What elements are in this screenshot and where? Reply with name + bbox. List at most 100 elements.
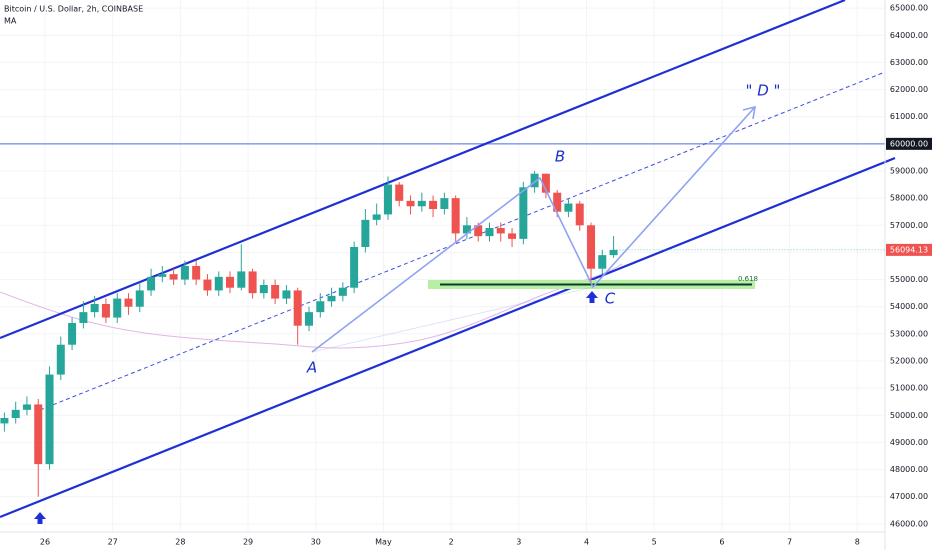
candle-body	[147, 276, 156, 291]
last-price-box	[886, 243, 932, 256]
candle-body	[519, 187, 528, 239]
y-tick-label: 63000.00	[890, 58, 928, 67]
y-tick-label: 54000.00	[890, 302, 928, 311]
channel-mid	[39, 71, 886, 411]
x-tick-label: 4	[584, 538, 589, 547]
horizontal-line-label: 60000.00	[890, 139, 928, 148]
label-a: A	[306, 359, 317, 377]
label-b: B	[555, 148, 565, 166]
y-tick-label: 58000.00	[890, 194, 928, 203]
x-tick-label: 5	[652, 538, 657, 547]
candle-body	[158, 274, 167, 277]
candle-body	[113, 298, 122, 318]
candle-body	[575, 203, 584, 226]
candle-body	[90, 304, 99, 313]
y-tick-label: 46000.00	[890, 519, 928, 528]
candle-body	[440, 198, 449, 209]
x-tick-label: 2	[449, 538, 454, 547]
candle-body	[553, 192, 562, 212]
x-tick-label: 29	[243, 538, 253, 547]
candle-body	[383, 184, 392, 215]
y-tick-label: 61000.00	[890, 112, 928, 121]
candle-body	[372, 214, 381, 220]
chart-title: Bitcoin / U.S. Dollar, 2h, COINBASE	[4, 5, 143, 14]
candle-body	[282, 290, 291, 299]
candle-body	[451, 198, 460, 234]
candle-body	[79, 312, 88, 323]
candle-body	[11, 409, 20, 418]
indicator-label: MA	[4, 17, 17, 26]
last-price-label: 56094.13	[890, 245, 928, 254]
label-c: C	[605, 290, 616, 308]
candle-body	[225, 276, 234, 288]
label-d: " D "	[746, 82, 781, 100]
y-tick-label: 48000.00	[890, 465, 928, 474]
candle-body	[180, 266, 189, 280]
up-arrow	[586, 291, 598, 303]
candle-body	[68, 323, 77, 345]
y-tick-label: 52000.00	[890, 357, 928, 366]
x-tick-label: 7	[787, 538, 792, 547]
candle-body	[34, 404, 43, 465]
candle-body	[530, 173, 539, 188]
candle-body	[259, 285, 268, 294]
candle-body	[508, 233, 517, 239]
channel-upper	[0, 0, 846, 340]
candle-body	[496, 228, 505, 234]
candle-body	[406, 200, 415, 207]
candles	[0, 171, 618, 497]
candle-body	[609, 249, 618, 256]
candle-body	[203, 279, 212, 291]
abcd-pattern	[311, 106, 756, 353]
candle-body	[417, 200, 426, 207]
x-tick-label: May	[375, 538, 392, 547]
candle-body	[169, 274, 178, 280]
candle-body	[395, 184, 404, 201]
candle-body	[598, 255, 607, 269]
x-tick-label: 27	[108, 538, 118, 547]
candle-body	[237, 271, 246, 288]
candle-body	[135, 290, 144, 307]
candle-body	[361, 219, 370, 247]
candle-body	[124, 298, 133, 307]
y-tick-label: 55000.00	[890, 275, 928, 284]
candle-body	[22, 404, 31, 410]
channel-lower	[0, 156, 896, 519]
y-tick-label: 59000.00	[890, 167, 928, 176]
candle-body	[192, 266, 201, 280]
x-tick-label: 28	[175, 538, 185, 547]
x-tick-label: 8	[855, 538, 860, 547]
candle-body	[338, 287, 347, 296]
y-tick-label: 50000.00	[890, 411, 928, 420]
candle-body	[304, 312, 313, 326]
candle-body	[101, 304, 110, 318]
candle-body	[45, 374, 54, 465]
y-tick-label: 49000.00	[890, 438, 928, 447]
x-tick-label: 30	[311, 538, 321, 547]
y-tick-label: 47000.00	[890, 492, 928, 501]
x-tick-label: 3	[516, 538, 521, 547]
candle-body	[248, 271, 257, 294]
candle-body	[474, 225, 483, 237]
ac-line	[311, 286, 594, 353]
candle-body	[350, 247, 359, 288]
candle-body	[56, 344, 65, 375]
y-tick-label: 65000.00	[890, 4, 928, 13]
moving-average	[0, 263, 623, 349]
candle-body	[462, 225, 471, 234]
candle-body	[293, 290, 302, 326]
y-tick-label: 51000.00	[890, 384, 928, 393]
x-tick-label: 26	[40, 538, 50, 547]
x-tick-label: 6	[719, 538, 724, 547]
fib-label: 0.618	[738, 275, 758, 283]
arrow-head	[742, 105, 756, 120]
candle-body	[214, 276, 223, 291]
up-arrow	[34, 512, 46, 524]
candle-body	[271, 285, 280, 299]
y-tick-label: 62000.00	[890, 85, 928, 94]
y-tick-label: 53000.00	[890, 329, 928, 338]
candle-body	[429, 200, 438, 209]
candle-body	[564, 203, 573, 212]
